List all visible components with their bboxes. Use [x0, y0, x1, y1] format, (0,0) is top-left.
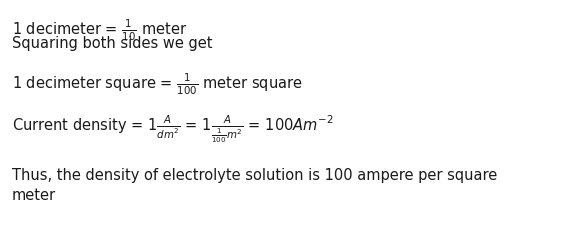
Text: meter: meter: [12, 188, 56, 203]
Text: Squaring both sides we get: Squaring both sides we get: [12, 36, 212, 51]
Text: Thus, the density of electrolyte solution is 100 ampere per square: Thus, the density of electrolyte solutio…: [12, 168, 498, 183]
Text: Current density = $1\frac{A}{dm^2}$ = $1\frac{A}{\frac{1}{100}m^2}$ = $100Am^{-2: Current density = $1\frac{A}{dm^2}$ = $1…: [12, 113, 334, 145]
Text: 1 decimeter square = $\frac{1}{100}$ meter square: 1 decimeter square = $\frac{1}{100}$ met…: [12, 72, 303, 97]
Text: 1 decimeter = $\frac{1}{10}$ meter: 1 decimeter = $\frac{1}{10}$ meter: [12, 18, 187, 43]
